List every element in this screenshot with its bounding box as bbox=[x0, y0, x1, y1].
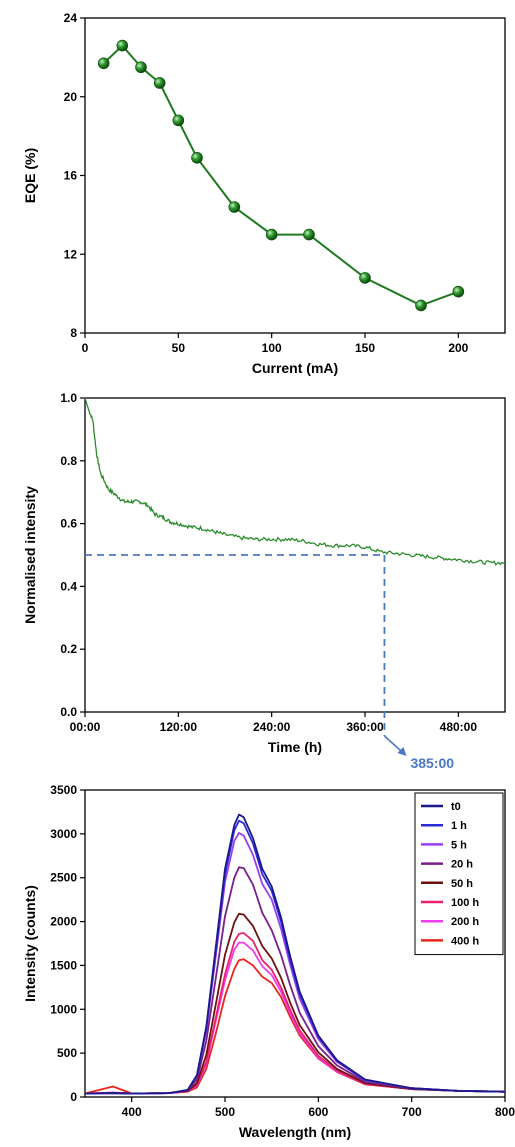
x-tick-label: 50 bbox=[172, 341, 186, 355]
y-tick-label: 0 bbox=[70, 1090, 77, 1104]
y-tick-label: 0.0 bbox=[60, 705, 77, 719]
x-tick-label: 00:00 bbox=[70, 720, 101, 734]
eqe-data-point bbox=[135, 61, 147, 74]
y-axis-title: Intensity (counts) bbox=[22, 885, 38, 1002]
y-tick-label: 2000 bbox=[50, 915, 77, 929]
eqe-data-point bbox=[153, 77, 166, 89]
intensity-vs-wavelength-chart: 400 500 600 700 800 0 500 1000 1500 2000 2500 3000 3… bbox=[22, 783, 515, 1140]
callout-arrow-head bbox=[397, 747, 407, 756]
x-tick-label: 600 bbox=[308, 1105, 328, 1119]
legend-label: 1 h bbox=[451, 820, 467, 832]
x-tick-label: 240:00 bbox=[253, 720, 291, 734]
y-tick-label: 0.6 bbox=[60, 517, 77, 531]
y-tick-label: 2500 bbox=[50, 871, 77, 885]
y-tick-label: 0.2 bbox=[60, 642, 77, 656]
y-tick-label: 1500 bbox=[50, 958, 77, 972]
y-axis-title: EQE (%) bbox=[22, 148, 38, 203]
legend-label: 5 h bbox=[451, 839, 467, 851]
x-tick-label: 200 bbox=[448, 341, 468, 355]
plot-frame bbox=[84, 789, 506, 1098]
eqe-data-point bbox=[452, 285, 465, 298]
legend-label: 50 h bbox=[451, 878, 473, 890]
spectrum-line bbox=[84, 813, 506, 1095]
y-tick-label: 16 bbox=[64, 169, 78, 183]
x-tick-label: 150 bbox=[355, 341, 375, 355]
x-tick-label: 500 bbox=[215, 1105, 235, 1119]
y-tick-label: 0.8 bbox=[60, 454, 77, 468]
y-tick-label: 8 bbox=[70, 326, 77, 340]
y-axis-title: Normalised intensity bbox=[22, 486, 38, 624]
eqe-data-point bbox=[303, 228, 315, 241]
y-tick-label: 24 bbox=[64, 11, 78, 25]
legend-label: 400 h bbox=[451, 935, 479, 947]
plot-frame bbox=[84, 17, 506, 334]
x-tick-label: 480:00 bbox=[440, 720, 478, 734]
eqe-data-point bbox=[415, 299, 427, 312]
x-tick-label: 360:00 bbox=[346, 720, 384, 734]
y-tick-label: 1.0 bbox=[60, 391, 77, 405]
normalised-intensity-vs-time-chart: 00:00 120:00 240:00 360:00 480:00 0.0 0.2 0.4 0.… bbox=[22, 391, 506, 771]
x-axis-title: Time (h) bbox=[268, 739, 322, 755]
eqe-data-point bbox=[265, 228, 278, 241]
y-tick-label: 1000 bbox=[50, 1002, 77, 1016]
x-axis-title: Wavelength (nm) bbox=[239, 1124, 351, 1140]
x-axis-title: Current (mA) bbox=[252, 360, 338, 376]
y-tick-label: 0.4 bbox=[60, 579, 77, 593]
eqe-data-point bbox=[172, 114, 185, 127]
legend-label: 100 h bbox=[451, 897, 479, 909]
x-tick-label: 700 bbox=[402, 1105, 422, 1119]
y-tick-label: 500 bbox=[57, 1046, 77, 1060]
eqe-data-point bbox=[191, 151, 203, 164]
x-tick-label: 400 bbox=[122, 1105, 142, 1119]
eqe-vs-current-chart: 0 50 100 150 200 8 12 16 20 24 Current (mA) EQE (%) bbox=[22, 11, 506, 376]
legend-label: 200 h bbox=[451, 916, 479, 928]
y-tick-label: 3000 bbox=[50, 827, 77, 841]
decay-trace-line bbox=[84, 397, 506, 566]
x-tick-label: 0 bbox=[82, 341, 89, 355]
y-tick-label: 20 bbox=[64, 90, 78, 104]
x-tick-label: 120:00 bbox=[160, 720, 198, 734]
x-tick-label: 100 bbox=[262, 341, 282, 355]
y-tick-label: 3500 bbox=[50, 783, 77, 797]
legend-box bbox=[414, 792, 504, 956]
eqe-data-point bbox=[116, 39, 129, 52]
eqe-data-point bbox=[228, 201, 241, 213]
y-tick-label: 12 bbox=[64, 247, 78, 261]
eqe-data-point bbox=[359, 272, 371, 284]
eqe-data-point bbox=[97, 57, 110, 70]
legend-label: t0 bbox=[451, 801, 461, 813]
x-tick-label: 800 bbox=[495, 1105, 515, 1119]
legend-label: 20 h bbox=[451, 859, 473, 871]
spectrum-line bbox=[84, 941, 506, 1095]
lifetime-annotation: 385:00 bbox=[410, 755, 454, 771]
